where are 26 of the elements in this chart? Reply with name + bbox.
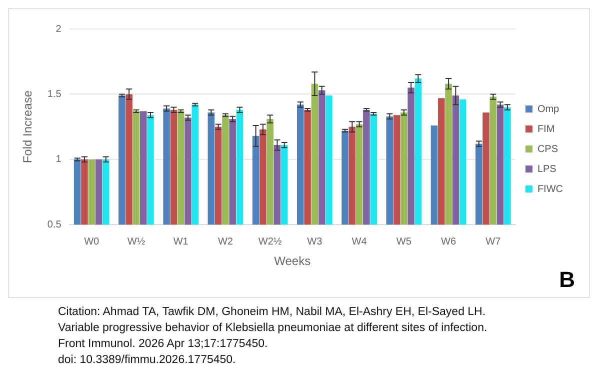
y-axis-title: Fold Increase bbox=[20, 90, 35, 164]
y-tick-label: 0.5 bbox=[47, 219, 62, 230]
x-tick-label: W5 bbox=[396, 236, 412, 248]
x-tick-label: W6 bbox=[441, 236, 456, 248]
x-tick-label: W3 bbox=[307, 236, 323, 248]
text: Citation: Ahmad TA, Tawfik DM, Ghoneim HM, Nabil MA, El-Ashry EH, El-Sayed LH. bbox=[58, 305, 487, 320]
x-tick-label: W1 bbox=[173, 236, 189, 248]
x-tick-label: W7 bbox=[486, 236, 502, 248]
text: Variable progressive behavior of Klebsiella pneumoniae at different sites of infection. bbox=[58, 321, 488, 336]
x-tick-label: W½ bbox=[127, 236, 146, 248]
legend-label: FIM bbox=[537, 124, 555, 135]
text: B bbox=[559, 267, 575, 293]
x-tick-label: W2 bbox=[218, 236, 234, 248]
x-tick-label: W0 bbox=[84, 236, 100, 248]
legend-label: CPS bbox=[537, 144, 558, 155]
text: Front Immunol. 2026 Apr 13;17:1775450. bbox=[58, 337, 269, 352]
text: doi: 10.3389/fimmu.2026.1775450. bbox=[58, 353, 237, 368]
y-tick-label: 1.5 bbox=[47, 88, 62, 100]
legend-label: FIWC bbox=[537, 184, 563, 195]
legend-label: Omp bbox=[537, 104, 560, 115]
x-tick-label: W2½ bbox=[258, 236, 282, 248]
x-tick-label: W4 bbox=[352, 236, 368, 248]
y-tick-label: 2 bbox=[56, 24, 62, 35]
legend-label: LPS bbox=[537, 164, 557, 175]
y-tick-label: 1 bbox=[56, 154, 62, 166]
x-axis-title: Weeks bbox=[274, 254, 311, 268]
